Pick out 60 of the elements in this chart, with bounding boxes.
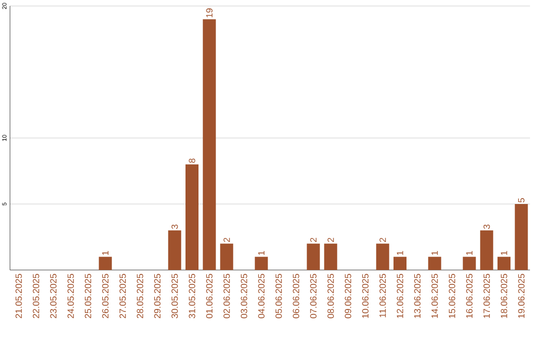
x-tick-label: 05.06.2025 <box>275 274 282 318</box>
bar <box>186 164 198 270</box>
x-tick-label: 15.06.2025 <box>448 274 456 318</box>
bar <box>202 19 216 270</box>
x-tick-label: 01.06.2025 <box>206 274 213 318</box>
x-tick-label: 28.05.2025 <box>136 274 144 318</box>
bar <box>462 256 476 270</box>
x-tick-label: 19.06.2025 <box>518 274 525 318</box>
data-label: 19 <box>206 8 213 18</box>
x-tick-label: 11.06.2025 <box>379 274 386 318</box>
bar <box>394 256 407 270</box>
bar <box>498 256 510 270</box>
x-tick-label: 24.05.2025 <box>67 274 74 318</box>
x-tick-label: 16.06.2025 <box>466 274 473 318</box>
data-label: 1 <box>102 251 108 255</box>
x-tick-label: 10.06.2025 <box>362 274 369 318</box>
x-tick-label: 30.05.2025 <box>171 274 178 318</box>
x-tick-label: 13.06.2025 <box>414 274 421 318</box>
x-tick-label: 08.06.2025 <box>327 274 334 318</box>
bar <box>480 230 494 270</box>
data-label: 1 <box>500 251 508 255</box>
x-tick-label: 25.05.2025 <box>84 274 92 318</box>
x-tick-label: 14.06.2025 <box>431 274 438 318</box>
x-tick-label: 18.06.2025 <box>500 274 508 318</box>
x-tick-label: 27.05.2025 <box>119 274 126 318</box>
x-tick-label: 21.05.2025 <box>15 274 22 318</box>
bar <box>324 244 338 270</box>
x-tick-label: 09.06.2025 <box>344 274 352 318</box>
bar <box>168 230 182 270</box>
x-tick-label: 12.06.2025 <box>396 274 404 318</box>
x-tick-label: 03.06.2025 <box>240 274 248 318</box>
x-tick-label: 06.06.2025 <box>292 274 300 318</box>
x-tick-label: 29.05.2025 <box>154 274 161 318</box>
x-tick-label: 07.06.2025 <box>310 274 317 318</box>
data-label: 1 <box>466 251 472 255</box>
data-label: 2 <box>380 238 386 242</box>
data-label: 1 <box>396 251 404 255</box>
x-tick-label: 23.05.2025 <box>50 274 57 318</box>
data-label: 5 <box>518 198 524 202</box>
x-tick-label: 02.06.2025 <box>223 274 230 318</box>
bar <box>514 204 528 270</box>
data-label: 2 <box>328 238 334 242</box>
bar <box>254 256 268 270</box>
data-label: 2 <box>310 238 316 242</box>
x-tick-label: 26.05.2025 <box>102 274 109 318</box>
data-label: 1 <box>432 251 438 255</box>
bar <box>376 244 390 270</box>
data-label: 2 <box>224 238 230 242</box>
data-label: 1 <box>258 251 264 255</box>
bar <box>98 256 112 270</box>
bar <box>306 244 320 270</box>
data-label: 8 <box>188 158 196 163</box>
bar <box>220 244 234 270</box>
x-tick-label: 04.06.2025 <box>258 274 265 318</box>
bar <box>428 256 442 270</box>
x-tick-label: 17.06.2025 <box>483 274 490 318</box>
x-tick-label: 31.05.2025 <box>188 274 196 318</box>
data-label: 3 <box>483 224 490 229</box>
data-label: 3 <box>171 224 178 229</box>
x-tick-label: 22.05.2025 <box>32 274 40 318</box>
